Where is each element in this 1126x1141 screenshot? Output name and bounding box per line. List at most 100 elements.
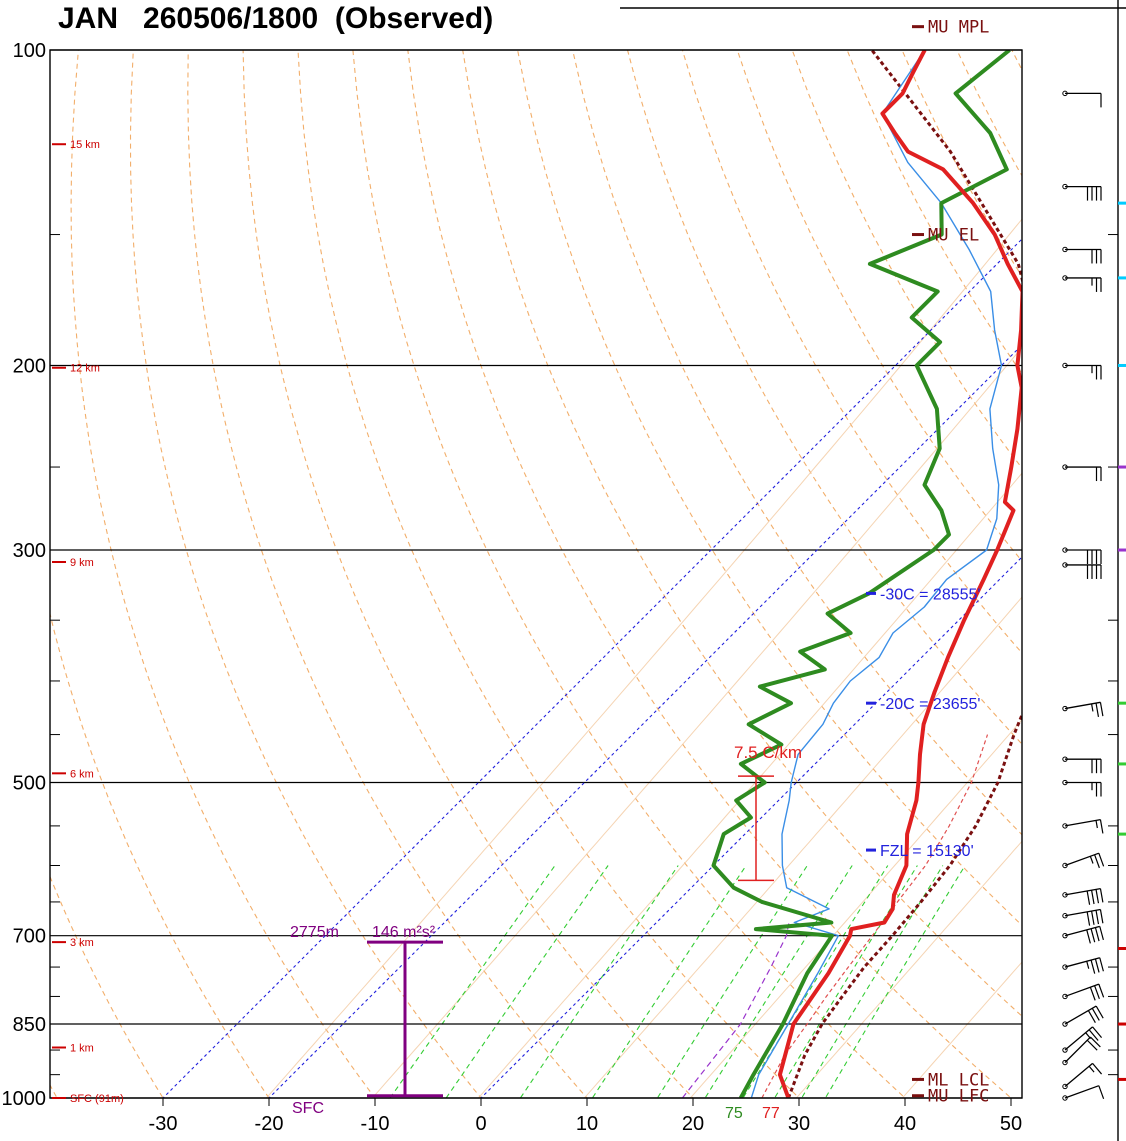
barb-feather — [1092, 1026, 1103, 1039]
lapse-rate-label: 7.5 C/km — [734, 743, 802, 762]
moist-adiabat-line — [795, 840, 1022, 1098]
wind-barb — [1062, 1062, 1103, 1090]
dry-adiabats — [50, 50, 1126, 1120]
barb-feather — [1089, 986, 1096, 1001]
wind-barb — [1062, 562, 1102, 579]
surface-label: SFC — [292, 1100, 324, 1117]
barb-feather — [1090, 1036, 1101, 1048]
mixing-ratio-line — [389, 865, 556, 1098]
height-marker-label: 6 km — [70, 768, 94, 780]
height-marker-label: SFC (91m) — [70, 1093, 124, 1105]
barb-station — [1062, 183, 1068, 190]
barb-half-feather — [1090, 703, 1094, 712]
pressure-tick-label: 200 — [13, 355, 46, 377]
barb-feather — [1090, 890, 1095, 905]
dewpoint-trace — [711, 50, 1011, 1098]
wind-barb — [1062, 275, 1102, 292]
barb-feather — [1094, 927, 1100, 942]
barb-feather — [1095, 910, 1100, 925]
temperature-tick-label: 30 — [788, 1113, 810, 1135]
barb-feather — [1094, 958, 1100, 973]
barb-staff — [1064, 852, 1100, 867]
wind-barb — [1062, 983, 1105, 1001]
barb-feather — [1091, 1007, 1100, 1021]
barb-feather — [1086, 929, 1091, 944]
barb-staff — [1064, 1036, 1091, 1063]
barb-feather — [1094, 854, 1100, 869]
dry-adiabat-line — [462, 50, 1022, 1017]
dry-adiabat-line — [736, 50, 1022, 562]
dry-adiabat-line — [187, 50, 588, 1098]
moist-adiabat-line — [477, 472, 1022, 1098]
dry-adiabat-line — [572, 50, 1022, 836]
pressure-tick-label: 850 — [13, 1014, 46, 1036]
barb-station — [1062, 1059, 1068, 1066]
barb-half-feather — [1086, 961, 1090, 969]
temperature-tick-label: 0 — [475, 1113, 486, 1135]
barb-staff — [1064, 957, 1100, 968]
barb-station — [1062, 892, 1068, 898]
height-marker-label: 9 km — [70, 557, 94, 569]
barb-feather — [1099, 702, 1104, 717]
wind-barb — [1062, 819, 1104, 834]
dry-adiabat-line — [50, 611, 270, 1098]
axes-frame — [49, 0, 1126, 1141]
dry-adiabat-line — [791, 50, 1022, 470]
surface-temperature-value: 77 — [762, 1105, 780, 1122]
height-marker-label: 12 km — [70, 363, 100, 375]
wetbulb-trace — [750, 50, 1003, 1098]
wind-barb — [1062, 90, 1102, 108]
barb-feather — [1095, 702, 1100, 717]
height-markers: 15 km 12 km 9 km 6 km 3 km 1 km SFC (91m) — [52, 139, 124, 1105]
barb-station — [1062, 705, 1068, 712]
barb-station — [1062, 90, 1068, 97]
barb-staff — [1064, 1085, 1100, 1099]
barb-station — [1062, 1021, 1068, 1027]
dry-adiabat-line — [1122, 50, 1126, 1120]
mixing-ratio-line — [773, 865, 918, 1098]
barb-half-feather — [1089, 856, 1094, 864]
barb-feather — [1086, 1039, 1098, 1051]
barb-station — [1062, 993, 1068, 1000]
wind-barb — [1062, 756, 1102, 774]
dry-adiabat-line — [681, 50, 1022, 654]
dry-adiabat-line — [517, 50, 1022, 927]
wind-barb — [1062, 464, 1102, 482]
barb-station — [1062, 913, 1068, 919]
mixing-ratio-line — [519, 865, 679, 1098]
parcel-level-label: MU MPL — [928, 18, 989, 38]
pressure-tick-label: 300 — [13, 540, 46, 562]
mixing-ratio-line — [591, 865, 747, 1098]
parcel-level-label: MU LFC — [928, 1087, 989, 1107]
barb-staff — [1064, 908, 1101, 917]
barb-station — [1062, 779, 1068, 786]
moist-adiabat-line — [371, 346, 1022, 1098]
barb-station — [1062, 964, 1068, 970]
isotherm-height-label: FZL = 15130' — [880, 843, 974, 860]
barb-feather — [1086, 911, 1091, 926]
temperature-tick-label: 20 — [682, 1113, 704, 1135]
barb-feather — [1095, 889, 1100, 904]
barb-staff — [1064, 925, 1100, 937]
wind-barb — [1062, 1005, 1104, 1027]
pressure-tick-label: 500 — [13, 773, 46, 795]
barb-staff — [1064, 887, 1101, 896]
helicity-value-label: 146 m²s² — [372, 924, 436, 941]
annotations: -30C = 28555' -20C = 23655' FZL = 15130' MU… — [290, 18, 989, 1122]
temperature-tick-label: -20 — [255, 1113, 284, 1135]
wind-barb — [1062, 701, 1104, 717]
temperature-tick-label: 50 — [1000, 1113, 1022, 1135]
temperature-tick-label: -30 — [149, 1113, 178, 1135]
barb-feather — [1099, 909, 1104, 924]
dry-adiabat-line — [50, 875, 164, 1098]
wind-barb — [1062, 547, 1102, 565]
dry-adiabat-line — [407, 50, 1012, 1098]
dry-adiabat-line — [129, 50, 482, 1098]
dry-adiabat-line — [626, 50, 1022, 745]
barb-feather — [1087, 1010, 1096, 1023]
barb-staff — [1064, 1005, 1097, 1025]
downdraft-trace — [681, 922, 790, 1098]
barb-feather — [1090, 928, 1096, 943]
temperature-tick-labels: -30 -20 -10 0 10 20 30 40 50 — [149, 1098, 1022, 1135]
moist-adiabat-line — [689, 718, 1022, 1098]
